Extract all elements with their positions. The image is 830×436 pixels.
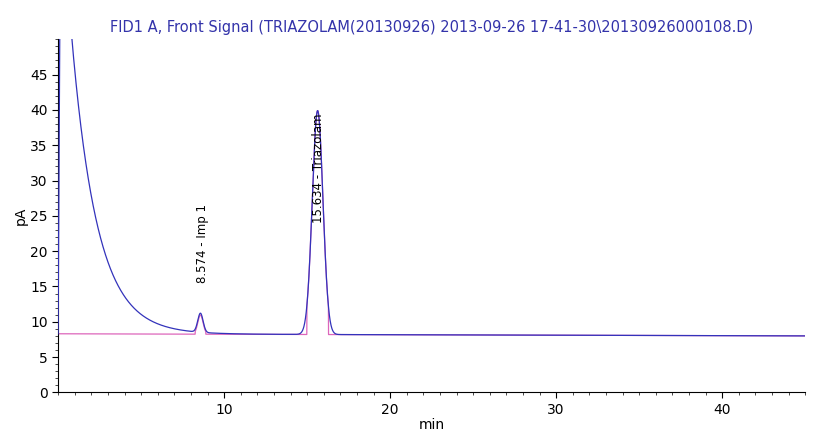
- Title: FID1 A, Front Signal (TRIAZOLAM(20130926) 2013-09-26 17-41-30\20130926000108.D): FID1 A, Front Signal (TRIAZOLAM(20130926…: [110, 20, 754, 35]
- X-axis label: min: min: [418, 418, 445, 432]
- Text: 8.574 - Imp 1: 8.574 - Imp 1: [196, 204, 209, 283]
- Text: 15.634 - Triazolam: 15.634 - Triazolam: [312, 113, 325, 223]
- Y-axis label: pA: pA: [13, 207, 27, 225]
